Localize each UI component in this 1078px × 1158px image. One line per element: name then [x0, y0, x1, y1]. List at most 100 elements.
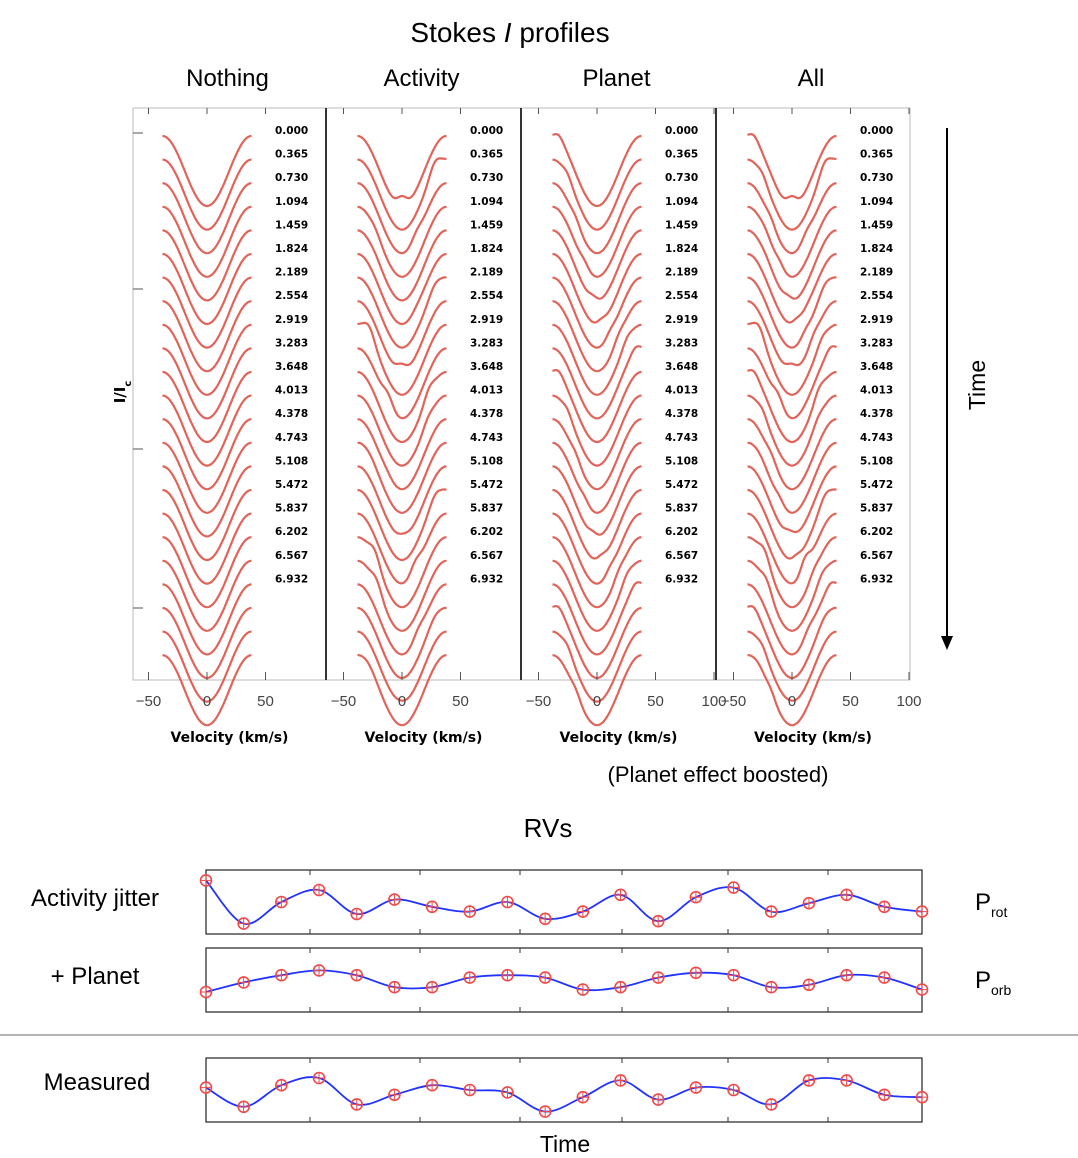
phase-label: 6.932	[470, 573, 503, 585]
rv-point	[878, 971, 891, 984]
phase-label: 2.189	[860, 267, 893, 279]
x-tick-label: 100	[701, 693, 726, 710]
phase-label: 3.283	[860, 337, 893, 349]
profile-line	[357, 134, 447, 200]
profile-line	[552, 182, 642, 255]
profile-line	[552, 654, 642, 727]
profile-line	[747, 182, 837, 255]
profile-panel-all: All 0.000 0.365 0.730 1.094 1.459 1.824 2.189 2.…	[721, 65, 922, 746]
profile-line	[162, 418, 252, 491]
profile-line	[552, 158, 642, 231]
panel-title: All	[798, 65, 825, 92]
rv-panel-label: + Planet	[51, 963, 140, 990]
phase-label: 0.000	[860, 125, 893, 137]
rv-point	[727, 968, 740, 982]
rv-point	[614, 980, 627, 994]
panel-title: Planet	[582, 65, 650, 92]
profile-line	[162, 205, 252, 278]
x-tick-label: −50	[136, 693, 161, 710]
rv-point	[651, 1093, 665, 1106]
rv-point	[350, 907, 364, 921]
rv-point	[538, 1105, 552, 1118]
rv-point	[614, 1074, 627, 1087]
rv-point	[802, 978, 816, 992]
phase-label: 4.013	[470, 385, 503, 397]
profile-line	[552, 205, 642, 278]
profile-line	[552, 323, 642, 396]
profile-line	[162, 488, 252, 562]
phase-label: 0.730	[860, 172, 893, 184]
profile-line	[162, 559, 252, 632]
profile-line	[747, 345, 837, 420]
x-axis-label: Velocity (km/s)	[365, 730, 483, 746]
phase-label: 0.000	[470, 125, 503, 137]
x-tick-label: −50	[526, 693, 551, 710]
rv-point	[576, 983, 590, 996]
time-axis-label: Time	[964, 360, 990, 410]
stokes-profiles: Nothing 0.000 0.365 0.730 1.094 1.459 1.824 2.1…	[132, 65, 922, 746]
phase-label: 6.567	[860, 550, 893, 562]
phase-label: 5.472	[665, 479, 698, 491]
x-tick-label: 100	[896, 693, 921, 710]
profile-line	[162, 300, 252, 373]
phase-label: 0.000	[665, 125, 698, 137]
profile-line	[747, 157, 837, 231]
profile-line	[162, 465, 252, 538]
x-axis-label: Velocity (km/s)	[560, 730, 678, 746]
phase-label: 1.824	[275, 243, 308, 255]
profile-line	[357, 300, 447, 367]
rv-frame	[205, 1057, 923, 1123]
phase-label: 0.730	[275, 172, 308, 184]
profile-line	[747, 368, 837, 444]
phase-label: 1.824	[470, 243, 503, 255]
rv-curve	[205, 879, 923, 925]
profile-panel-nothing: Nothing 0.000 0.365 0.730 1.094 1.459 1.824 2.1…	[136, 65, 308, 746]
rv-point	[237, 917, 250, 930]
profile-line	[747, 418, 837, 491]
phase-label: 2.919	[470, 314, 503, 326]
phase-label: 5.837	[860, 503, 893, 515]
rv-point	[312, 883, 326, 897]
rv-point	[199, 874, 213, 887]
phase-label: 2.554	[665, 290, 698, 302]
phase-label: 1.824	[665, 243, 698, 255]
rv-point	[237, 1100, 250, 1114]
profile-line	[357, 465, 447, 535]
profile-line	[162, 158, 252, 231]
phase-label: 1.459	[275, 219, 308, 231]
profile-line	[357, 536, 447, 609]
profile-line	[747, 252, 837, 324]
x-tick-label: 50	[842, 693, 859, 710]
rv-point	[538, 912, 552, 926]
profile-line	[357, 654, 447, 727]
phase-label: 5.837	[275, 503, 308, 515]
phase-label: 1.094	[275, 196, 308, 208]
profile-line	[747, 630, 837, 702]
figure-title: Stokes I profiles	[410, 17, 609, 48]
phase-label: 2.189	[470, 267, 503, 279]
rv-panel-label: Activity jitter	[31, 885, 159, 912]
phase-label: 5.108	[275, 455, 308, 467]
rv-point	[878, 1088, 891, 1102]
rv-point	[463, 971, 477, 984]
phase-label: 2.554	[275, 290, 308, 302]
x-tick-label: 0	[593, 693, 601, 710]
phase-label: 4.378	[470, 408, 503, 420]
profile-line	[747, 465, 837, 534]
rv-point	[802, 896, 816, 910]
profile-line	[162, 583, 252, 656]
profile-line	[552, 581, 642, 656]
profile-line	[162, 654, 252, 727]
phase-label: 3.283	[665, 337, 698, 349]
phase-label: 1.459	[665, 219, 698, 231]
y-axis-label: I/Ic	[111, 381, 134, 404]
phase-label: 2.919	[860, 314, 893, 326]
phase-label: 2.554	[860, 290, 893, 302]
rv-point	[312, 1071, 326, 1085]
rv-point	[878, 900, 891, 914]
rv-panels: Activity jitter Prot + Planet Porb Measured	[31, 869, 1011, 1123]
rv-point	[275, 895, 288, 909]
profile-line	[357, 394, 447, 467]
rv-point	[764, 905, 778, 918]
rv-point	[727, 881, 740, 894]
